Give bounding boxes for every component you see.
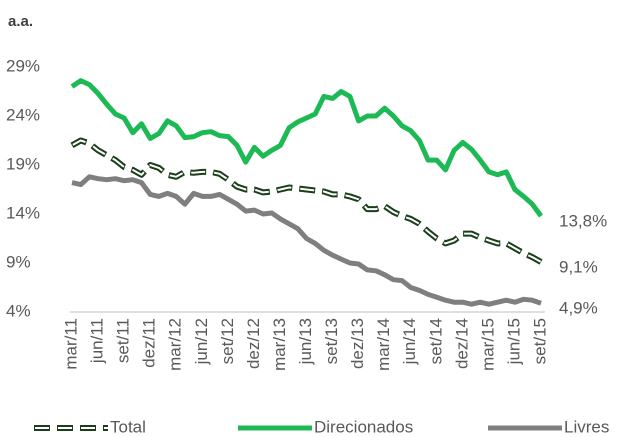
x-tick-label: dez/11 <box>140 318 159 368</box>
y-tick-label: 29% <box>6 56 40 75</box>
series-line <box>71 174 542 307</box>
x-tick-label: jun/14 <box>400 318 419 365</box>
x-tick-label: mar/13 <box>270 318 289 371</box>
y-tick-label: 9% <box>6 252 31 271</box>
series-line <box>70 78 544 218</box>
series-line-inner <box>71 139 542 263</box>
legend-label: Direcionados <box>314 417 413 436</box>
y-tick-label: 24% <box>6 105 40 124</box>
value-label: 9,1% <box>559 258 598 277</box>
x-tick-label: jun/11 <box>88 318 107 364</box>
chart-title: a.a. <box>8 13 33 30</box>
x-tick-label: jun/15 <box>504 318 523 365</box>
x-tick-label: mar/11 <box>61 318 80 370</box>
x-tick-label: mar/12 <box>166 318 185 371</box>
x-tick-label: set/15 <box>530 318 549 364</box>
x-tick-label: dez/12 <box>244 318 263 369</box>
x-tick-label: dez/14 <box>452 318 471 369</box>
legend-label: Total <box>110 417 146 436</box>
series-line <box>70 137 543 265</box>
x-tick-label: mar/14 <box>374 318 393 371</box>
x-tick-label: set/14 <box>426 318 445 364</box>
legend-label: Livres <box>564 417 609 436</box>
x-tick-label: jun/13 <box>296 318 315 365</box>
x-tick-label: dez/13 <box>348 318 367 369</box>
x-tick-label: jun/12 <box>192 318 211 365</box>
value-label: 4,9% <box>559 299 598 318</box>
y-tick-label: 4% <box>6 301 31 320</box>
x-tick-label: set/13 <box>322 318 341 364</box>
x-tick-label: set/12 <box>218 318 237 364</box>
value-label: 13,8% <box>559 211 607 230</box>
y-tick-label: 14% <box>6 203 40 222</box>
x-tick-label: set/11 <box>114 318 133 363</box>
x-tick-label: mar/15 <box>478 318 497 371</box>
y-tick-label: 19% <box>6 154 40 173</box>
